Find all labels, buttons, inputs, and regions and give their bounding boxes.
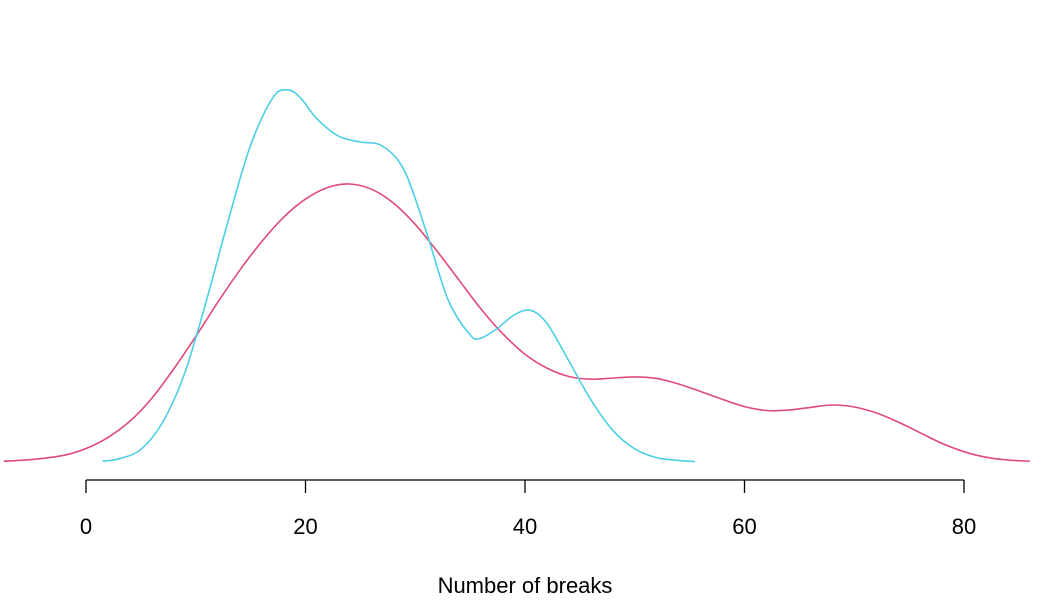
- x-tick-label: 20: [293, 514, 317, 539]
- x-tick-label: 40: [513, 514, 537, 539]
- x-tick-label: 0: [80, 514, 92, 539]
- density-curve-2: [102, 89, 696, 463]
- x-tick-label: 60: [732, 514, 756, 539]
- x-axis: 0 20 40 60 80: [80, 479, 976, 539]
- x-tick-label: 80: [952, 514, 976, 539]
- plot-area: [3, 89, 1030, 463]
- x-axis-title: Number of breaks: [438, 573, 613, 598]
- density-curve-1: [3, 183, 1030, 462]
